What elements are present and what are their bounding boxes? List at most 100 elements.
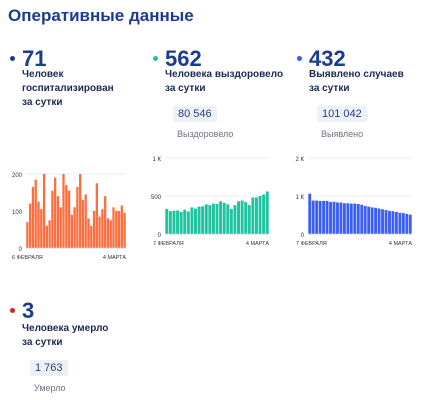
bar: [65, 185, 68, 248]
hospitalized-chart: 200 100 0 6 ФЕВРАЛЯ 4 МАРТА: [12, 173, 126, 261]
bar: [56, 196, 60, 248]
bar: [374, 207, 378, 234]
bar: [219, 201, 223, 234]
bar: [98, 216, 101, 248]
bar: [104, 196, 107, 248]
bar: [262, 194, 266, 234]
y-tick-label: 1 К: [296, 195, 305, 201]
bar: [342, 203, 346, 234]
bar: [40, 209, 43, 248]
bar: [115, 211, 118, 248]
y-tick-label: 0: [158, 233, 162, 239]
bar: [29, 203, 32, 248]
deaths-label: Человека умерло за сутки: [22, 323, 109, 348]
bar: [76, 186, 79, 248]
bar: [45, 225, 48, 248]
bar: [51, 190, 54, 248]
recovered-chart: 1 К 500 0 7 ФЕВРАЛЯ 4 МАРТА: [151, 157, 269, 247]
bar: [92, 211, 96, 248]
hospitalized-dot: [10, 56, 15, 61]
cases-label: Выявлено случаев за сутки: [309, 69, 404, 94]
recovered-total-label: Выздоровело: [177, 129, 234, 139]
bar: [258, 196, 262, 234]
deaths-dot: [10, 308, 15, 313]
bar: [315, 200, 319, 234]
bar: [398, 212, 402, 234]
bar: [384, 210, 388, 234]
bar: [197, 206, 201, 234]
bar: [87, 218, 90, 248]
bar: [109, 220, 112, 248]
bar: [194, 208, 197, 234]
bar: [322, 200, 326, 234]
bar: [31, 186, 35, 248]
bar: [106, 218, 110, 248]
recovered-value: 562: [165, 46, 202, 71]
bar: [325, 200, 329, 234]
bar: [349, 203, 353, 234]
bar: [356, 203, 360, 234]
bar: [346, 203, 350, 234]
bar: [168, 211, 172, 234]
bar: [233, 205, 237, 234]
recovered-dot: [153, 56, 158, 61]
bar: [59, 207, 62, 248]
bar: [388, 210, 391, 234]
bar: [381, 209, 384, 234]
y-tick-label: 200: [12, 173, 23, 179]
bar: [112, 207, 115, 248]
stat-recovered: 562 Человека выздоровело за сутки 80 546…: [153, 46, 283, 141]
y-tick-label: 100: [12, 210, 23, 216]
x-tick-label-end: 4 МАРТА: [389, 241, 412, 247]
bar: [48, 220, 51, 248]
bar: [215, 203, 219, 234]
bar: [179, 211, 183, 234]
bar: [229, 208, 233, 234]
bar: [176, 210, 180, 234]
bar: [251, 197, 255, 234]
bar: [226, 204, 230, 234]
bar: [391, 211, 395, 234]
bar: [90, 225, 93, 248]
deaths-value: 3: [22, 298, 35, 323]
recovered-label: Человека выздоровело за сутки: [165, 69, 284, 94]
bar: [405, 213, 409, 234]
bar: [79, 174, 82, 248]
cases-chart: 2 К 1 К 0 7 ФЕВРАЛЯ 4 МАРТА: [296, 157, 413, 247]
x-tick-label-start: 7 ФЕВРАЛЯ: [153, 241, 184, 247]
bar: [394, 211, 398, 234]
bar: [247, 205, 251, 234]
x-tick-label-end: 4 МАРТА: [246, 241, 269, 247]
bar: [370, 207, 374, 234]
bar: [26, 222, 29, 248]
stat-deaths: 3 Человека умерло за сутки 1 763 Умерло: [10, 298, 140, 396]
bar: [73, 207, 76, 248]
bar: [401, 213, 405, 234]
cases-total: 101 042: [317, 106, 367, 122]
bar: [81, 199, 85, 248]
bar: [186, 211, 190, 234]
bar: [101, 209, 104, 248]
bar: [408, 214, 412, 234]
bar: [84, 194, 87, 248]
bar: [222, 202, 226, 234]
bar: [329, 202, 332, 234]
bar: [70, 214, 73, 248]
bar: [95, 183, 98, 248]
stat-cases: 432 Выявлено случаев за сутки 101 042 Вы…: [297, 46, 427, 141]
bar: [332, 201, 336, 234]
bar: [172, 210, 176, 234]
y-tick-label: 500: [151, 195, 162, 201]
bar: [318, 200, 322, 234]
cases-dot: [297, 56, 302, 61]
bar: [201, 206, 205, 234]
bar: [117, 211, 121, 248]
page-title: Оперативные данные: [8, 6, 194, 25]
deaths-total-label: Умерло: [34, 383, 66, 393]
recovered-total: 80 546: [173, 106, 217, 122]
bar: [190, 207, 194, 234]
bar: [67, 190, 71, 248]
x-tick-label-start: 7 ФЕВРАЛЯ: [296, 241, 327, 247]
cases-value: 432: [309, 46, 346, 71]
bar: [62, 174, 65, 248]
